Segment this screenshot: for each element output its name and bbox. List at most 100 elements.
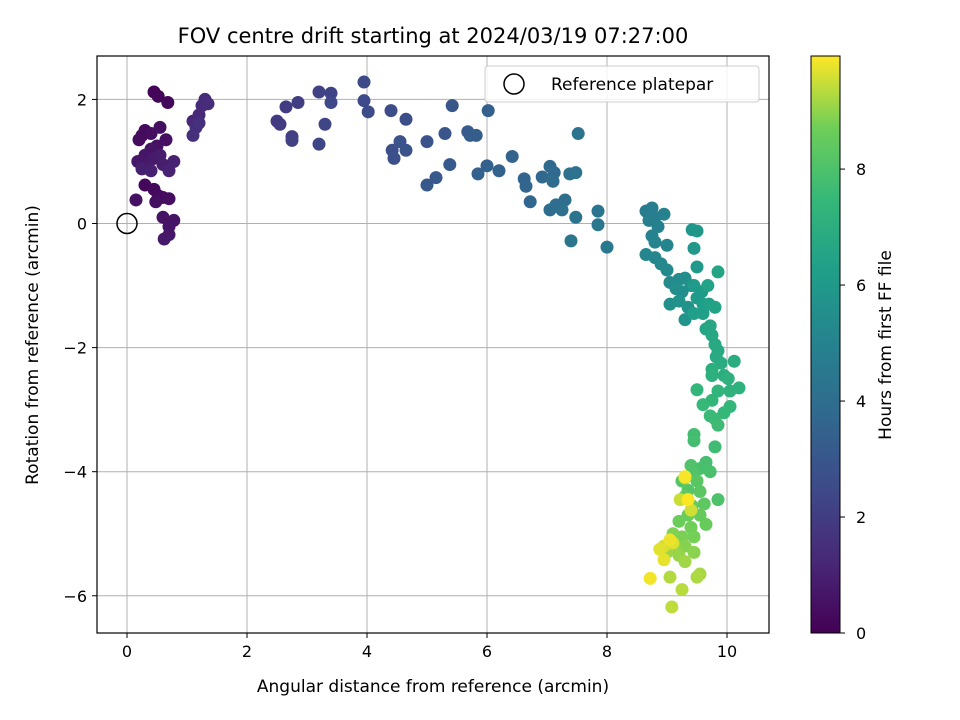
data-point bbox=[469, 128, 483, 142]
legend: Reference platepar bbox=[484, 65, 760, 103]
data-point bbox=[648, 235, 662, 249]
data-point bbox=[711, 265, 725, 279]
y-axis-label: Rotation from reference (arcmin) bbox=[23, 205, 43, 485]
colorbar: 0 2 4 6 8 Hours from first FF file bbox=[810, 55, 896, 643]
data-point bbox=[727, 354, 741, 368]
data-point bbox=[657, 207, 671, 221]
plot-frame bbox=[96, 55, 770, 634]
x-tick-label: 8 bbox=[602, 642, 612, 661]
data-point bbox=[357, 75, 371, 89]
reference-marker-layer bbox=[116, 212, 138, 235]
legend-box bbox=[484, 65, 760, 103]
data-point bbox=[480, 159, 494, 173]
data-point bbox=[681, 493, 695, 507]
data-point bbox=[471, 167, 485, 181]
data-point bbox=[690, 224, 704, 238]
data-point bbox=[324, 86, 338, 100]
data-point bbox=[663, 570, 677, 584]
data-point bbox=[591, 218, 605, 232]
data-point bbox=[687, 545, 701, 559]
data-point bbox=[399, 143, 413, 157]
data-point bbox=[723, 384, 737, 398]
data-point bbox=[153, 120, 167, 134]
data-point bbox=[387, 151, 401, 165]
data-point bbox=[687, 530, 701, 544]
y-axis-ticks: 2 0 −2 −4 −6 bbox=[63, 90, 97, 606]
data-point bbox=[675, 583, 689, 597]
data-point bbox=[505, 150, 519, 164]
data-point bbox=[711, 384, 725, 398]
data-point bbox=[361, 105, 375, 119]
x-tick-label: 0 bbox=[122, 642, 132, 661]
data-point bbox=[687, 434, 701, 448]
x-tick-label: 4 bbox=[362, 642, 372, 661]
y-tick-label: −4 bbox=[63, 463, 87, 482]
data-point bbox=[492, 164, 506, 178]
data-point bbox=[481, 104, 495, 118]
data-point bbox=[672, 514, 686, 528]
data-point bbox=[201, 97, 215, 111]
data-point bbox=[705, 369, 719, 383]
x-tick-label: 2 bbox=[242, 642, 252, 661]
data-point bbox=[708, 440, 722, 454]
data-point bbox=[684, 503, 698, 517]
data-point bbox=[273, 117, 287, 131]
colorbar-tick-label: 2 bbox=[856, 508, 866, 527]
data-point bbox=[429, 171, 443, 185]
data-point bbox=[420, 178, 434, 192]
data-point bbox=[443, 158, 457, 172]
data-point bbox=[708, 300, 722, 314]
data-point bbox=[690, 570, 704, 584]
data-point bbox=[558, 193, 572, 207]
data-point bbox=[711, 418, 725, 432]
colorbar-tick-label: 8 bbox=[856, 160, 866, 179]
data-point bbox=[519, 179, 533, 193]
data-point bbox=[660, 238, 674, 252]
data-point bbox=[653, 542, 667, 556]
data-point bbox=[420, 135, 434, 149]
data-point bbox=[151, 89, 165, 103]
colorbar-tick-label: 0 bbox=[856, 624, 866, 643]
data-point bbox=[132, 133, 146, 147]
data-points bbox=[129, 75, 746, 614]
data-point bbox=[643, 571, 657, 585]
data-point bbox=[555, 203, 569, 217]
y-tick-label: 2 bbox=[77, 90, 87, 109]
data-point bbox=[399, 112, 413, 126]
data-point bbox=[678, 470, 692, 484]
data-point bbox=[523, 195, 537, 209]
data-point bbox=[157, 232, 171, 246]
colorbar-ticks: 0 2 4 6 8 bbox=[840, 160, 866, 643]
data-point bbox=[149, 195, 163, 209]
data-point bbox=[312, 137, 326, 151]
colorbar-gradient bbox=[810, 55, 841, 634]
data-point bbox=[697, 497, 711, 511]
data-point bbox=[535, 170, 549, 184]
data-point bbox=[318, 117, 332, 131]
data-point bbox=[591, 204, 605, 218]
data-point bbox=[564, 234, 578, 248]
y-tick-label: −6 bbox=[63, 587, 87, 606]
data-point bbox=[690, 260, 704, 274]
data-point bbox=[186, 128, 200, 142]
data-point bbox=[324, 96, 338, 110]
data-point bbox=[285, 133, 299, 147]
data-point bbox=[162, 164, 176, 178]
data-point bbox=[384, 104, 398, 118]
data-point bbox=[696, 398, 710, 412]
data-point bbox=[546, 174, 560, 188]
data-point bbox=[357, 94, 371, 108]
data-point bbox=[693, 485, 707, 499]
data-point bbox=[665, 600, 679, 614]
colorbar-tick-label: 6 bbox=[856, 276, 866, 295]
legend-entry-reference-platepar: Reference platepar bbox=[551, 75, 713, 95]
data-point bbox=[657, 553, 671, 567]
chart-title: FOV centre drift starting at 2024/03/19 … bbox=[178, 24, 689, 48]
x-axis-label: Angular distance from reference (arcmin) bbox=[257, 677, 609, 697]
data-point bbox=[571, 127, 585, 141]
data-point bbox=[162, 192, 176, 206]
y-tick-label: −2 bbox=[63, 339, 87, 358]
data-point bbox=[312, 85, 326, 99]
x-axis-ticks: 0 2 4 6 8 10 bbox=[122, 633, 737, 661]
data-point bbox=[663, 533, 677, 547]
